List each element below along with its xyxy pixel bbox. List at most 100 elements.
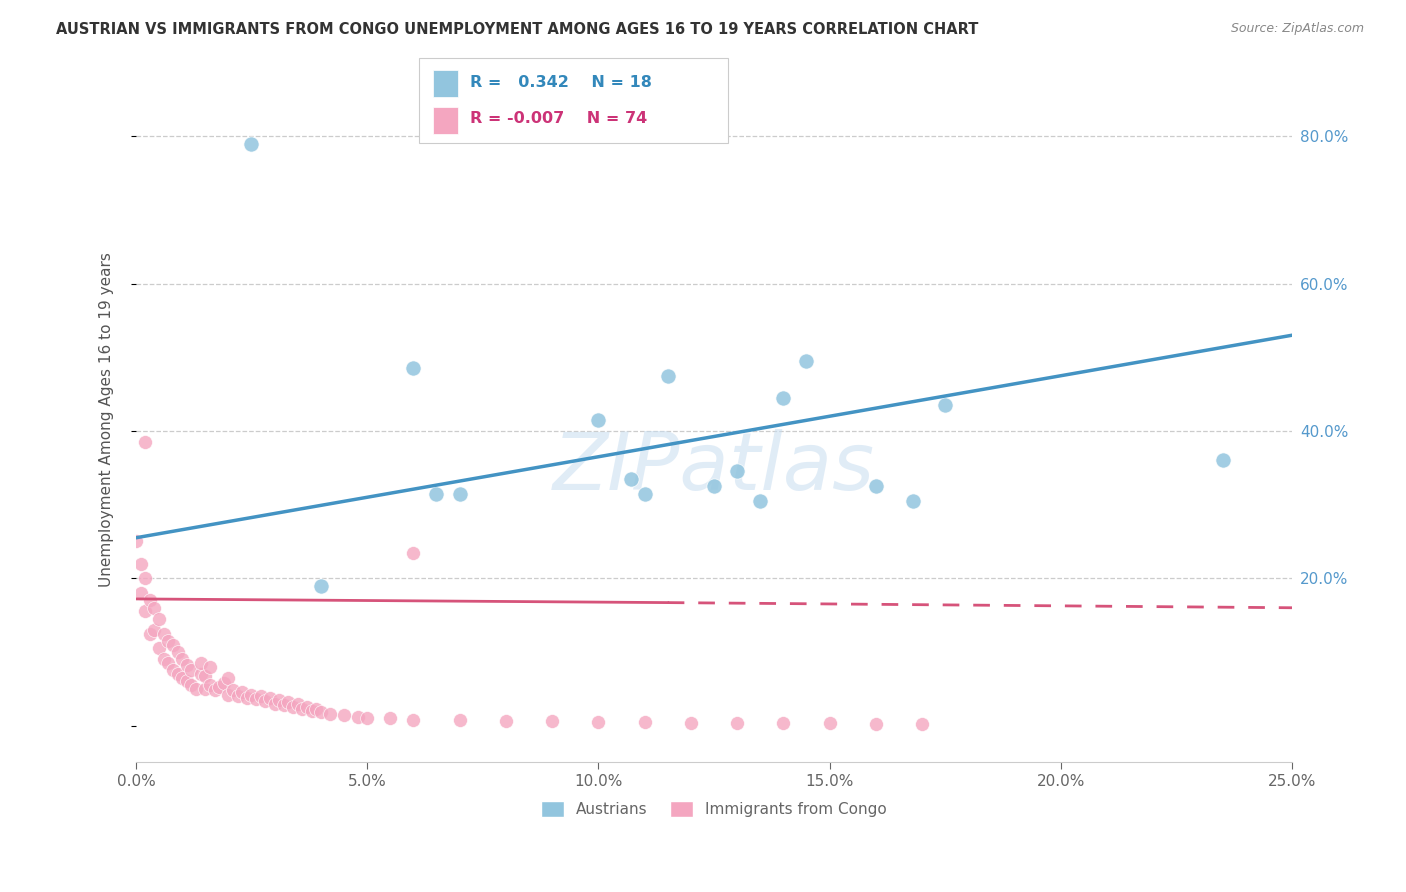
Point — [152, 626, 174, 640]
Point — [240, 136, 263, 151]
Point — [633, 714, 655, 729]
Point — [356, 711, 378, 725]
Point — [162, 664, 184, 678]
Point — [679, 715, 702, 730]
Point — [172, 671, 194, 685]
Point — [166, 667, 188, 681]
Point — [194, 668, 217, 682]
Point — [139, 626, 162, 640]
Point — [319, 706, 342, 721]
Point — [495, 714, 517, 729]
Point — [620, 472, 643, 486]
Point — [259, 690, 281, 705]
Point — [134, 604, 156, 618]
Point — [541, 714, 564, 729]
Point — [333, 708, 356, 723]
Point — [281, 700, 304, 714]
Point — [287, 697, 309, 711]
Point — [425, 486, 447, 500]
Point — [295, 700, 318, 714]
Point — [129, 586, 152, 600]
Point — [184, 681, 207, 696]
Point — [152, 652, 174, 666]
Point — [217, 671, 239, 685]
Point — [180, 664, 202, 678]
Text: R =   0.342    N = 18: R = 0.342 N = 18 — [470, 75, 651, 89]
Y-axis label: Unemployment Among Ages 16 to 19 years: Unemployment Among Ages 16 to 19 years — [100, 252, 114, 587]
Text: Source: ZipAtlas.com: Source: ZipAtlas.com — [1230, 22, 1364, 36]
Point — [703, 479, 725, 493]
Point — [911, 717, 934, 731]
Point — [226, 689, 249, 703]
Point — [449, 486, 471, 500]
Point — [725, 715, 748, 730]
Point — [162, 638, 184, 652]
Point — [212, 676, 235, 690]
Point — [772, 391, 794, 405]
Point — [273, 698, 295, 712]
Point — [194, 681, 217, 696]
Point — [749, 494, 772, 508]
Point — [166, 645, 188, 659]
Point — [772, 716, 794, 731]
Point — [157, 656, 180, 670]
Point — [134, 435, 156, 450]
Point — [347, 710, 370, 724]
Point — [172, 652, 194, 666]
Point — [129, 557, 152, 571]
Point — [143, 600, 166, 615]
Point — [305, 702, 328, 716]
Point — [818, 716, 841, 731]
Point — [254, 693, 277, 707]
Point — [309, 706, 332, 720]
Point — [204, 683, 226, 698]
Point — [190, 667, 212, 681]
Point — [198, 659, 221, 673]
Text: ZIPatlas: ZIPatlas — [553, 429, 875, 507]
Point — [633, 486, 655, 500]
Point — [865, 479, 887, 493]
Point — [657, 368, 679, 383]
Point — [269, 693, 291, 707]
Point — [143, 623, 166, 637]
Point — [309, 579, 332, 593]
Point — [865, 717, 887, 731]
Point — [796, 354, 818, 368]
Point — [245, 692, 267, 706]
Point — [222, 683, 245, 698]
Point — [148, 612, 170, 626]
Point — [402, 545, 425, 559]
Point — [236, 690, 259, 705]
Point — [449, 713, 471, 727]
Point — [588, 413, 610, 427]
Point — [231, 685, 253, 699]
Point — [125, 534, 148, 549]
Text: R = -0.007    N = 74: R = -0.007 N = 74 — [470, 112, 647, 126]
Point — [263, 697, 285, 711]
Point — [588, 714, 610, 729]
Point — [217, 688, 239, 702]
Point — [134, 571, 156, 585]
Point — [1212, 453, 1234, 467]
Point — [240, 688, 263, 702]
Text: AUSTRIAN VS IMMIGRANTS FROM CONGO UNEMPLOYMENT AMONG AGES 16 TO 19 YEARS CORRELA: AUSTRIAN VS IMMIGRANTS FROM CONGO UNEMPL… — [56, 22, 979, 37]
Point — [301, 704, 323, 718]
Point — [180, 678, 202, 692]
Point — [176, 658, 198, 673]
Point — [139, 593, 162, 607]
Point — [402, 713, 425, 727]
Point — [208, 681, 231, 695]
Point — [380, 711, 402, 725]
Point — [249, 689, 271, 703]
Legend: Austrians, Immigrants from Congo: Austrians, Immigrants from Congo — [534, 795, 893, 823]
Point — [198, 678, 221, 692]
Point — [901, 494, 924, 508]
Point — [190, 656, 212, 670]
Point — [157, 634, 180, 648]
Point — [176, 674, 198, 689]
Point — [402, 361, 425, 376]
Point — [291, 702, 314, 716]
Point — [148, 641, 170, 656]
Point — [725, 465, 748, 479]
Point — [277, 695, 299, 709]
